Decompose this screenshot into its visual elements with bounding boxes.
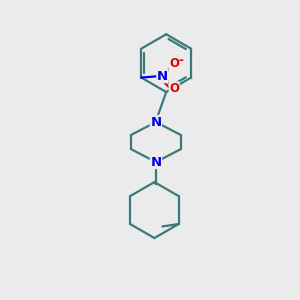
Text: N: N	[150, 116, 161, 128]
Text: O: O	[169, 57, 179, 70]
Text: O: O	[169, 82, 179, 95]
Text: N: N	[157, 70, 168, 83]
Text: -: -	[178, 54, 183, 67]
Text: N: N	[150, 156, 161, 169]
